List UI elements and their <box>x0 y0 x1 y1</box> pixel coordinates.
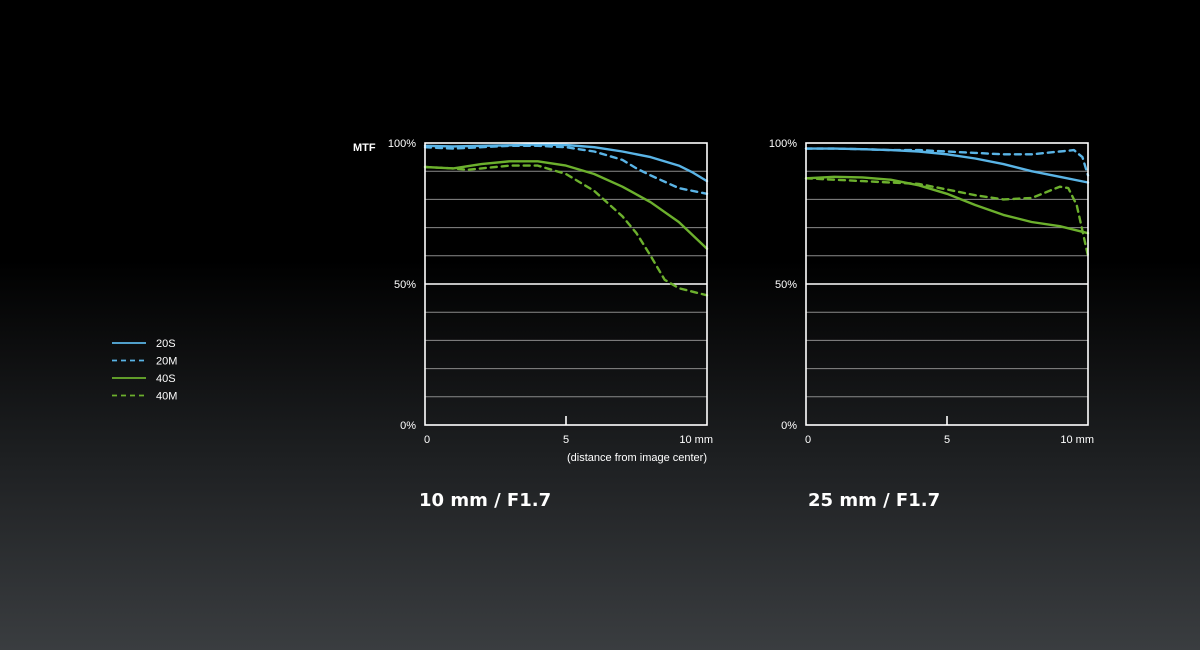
x-axis-note: (distance from image center) <box>567 452 707 464</box>
series-line-20m <box>423 144 709 196</box>
y-tick-label: 100% <box>769 138 797 150</box>
x-tick-label: 10 mm <box>679 434 713 446</box>
series-line-40m <box>423 164 709 297</box>
legend-label-40m: 40M <box>156 391 177 403</box>
chart-caption: 25 mm / F1.7 <box>808 490 940 511</box>
chart-caption: 10 mm / F1.7 <box>419 490 551 511</box>
x-tick-label: 0 <box>805 434 811 446</box>
y-tick-label: 50% <box>775 279 797 291</box>
series-line-20m <box>804 147 1090 177</box>
legend-label-40s: 40S <box>156 373 176 385</box>
legend-label-20m: 20M <box>156 356 177 368</box>
chart-25mm: 100% 50% 0% 0 5 10 mm 25 mm / F1.7 <box>769 138 1094 511</box>
legend: 20S 20M 40S 40M <box>112 338 177 403</box>
series-lines <box>804 147 1090 258</box>
grid-lines <box>806 170 1088 398</box>
series-line-40s <box>423 160 709 251</box>
legend-label-20s: 20S <box>156 338 176 350</box>
series-line-20s <box>423 143 709 183</box>
series-line-40s <box>804 175 1090 235</box>
x-tick-label: 0 <box>424 434 430 446</box>
x-tick-label: 10 mm <box>1060 434 1094 446</box>
series-lines <box>423 143 709 297</box>
grid-lines <box>425 170 707 398</box>
ticks: 100% 50% 0% 0 5 10 mm <box>769 138 1094 446</box>
y-axis-title: MTF <box>353 142 376 154</box>
y-tick-label: 100% <box>388 138 416 150</box>
y-tick-label: 0% <box>400 420 416 432</box>
y-tick-label: 0% <box>781 420 797 432</box>
ticks: 100% 50% 0% 0 5 10 mm <box>388 138 713 446</box>
y-tick-label: 50% <box>394 279 416 291</box>
series-line-40m <box>804 177 1090 258</box>
x-tick-label: 5 <box>563 434 569 446</box>
chart-10mm: 100% 50% 0% 0 5 10 mm MTF (distance from imag… <box>353 138 713 511</box>
x-tick-label: 5 <box>944 434 950 446</box>
